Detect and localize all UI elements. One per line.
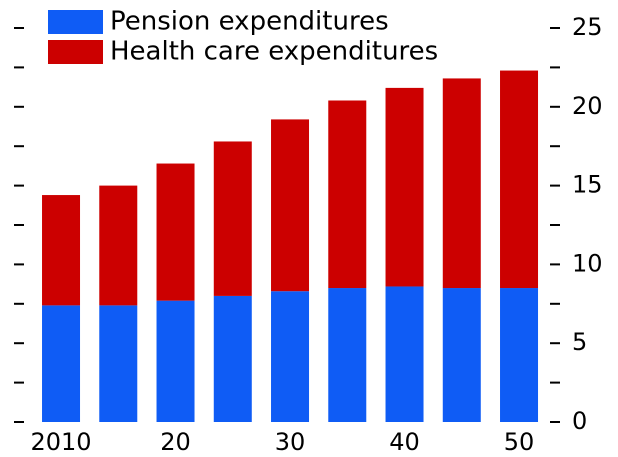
bar-segment: [328, 288, 367, 422]
bar-segment: [213, 295, 252, 422]
bar-segment: [156, 300, 195, 422]
y-tick-label: 10: [572, 249, 603, 277]
bar-segment: [442, 78, 481, 289]
bar-segment: [328, 100, 367, 289]
legend-swatch: [48, 10, 103, 34]
bar-segment: [42, 195, 81, 306]
bar-segment: [500, 288, 539, 422]
legend-label: Pension expenditures: [110, 7, 389, 37]
y-tick-label: 5: [572, 328, 587, 356]
bar-segment: [385, 286, 424, 422]
y-tick-label: 20: [572, 92, 603, 120]
bar-segment: [500, 70, 539, 289]
x-tick-label: 50: [504, 428, 535, 456]
bar-segment: [99, 185, 138, 306]
x-tick-label: 40: [389, 428, 420, 456]
bar-segment: [271, 119, 310, 292]
bar-segment: [213, 141, 252, 296]
y-tick-label: 0: [572, 407, 587, 435]
bar-segment: [99, 305, 138, 422]
bar-segment: [271, 291, 310, 422]
bar-segment: [42, 305, 81, 422]
bar-segment: [385, 87, 424, 287]
y-tick-label: 15: [572, 171, 603, 199]
bar-segment: [442, 288, 481, 422]
x-tick-label: 2010: [30, 428, 91, 456]
x-tick-label: 20: [160, 428, 191, 456]
bar-segment: [156, 163, 195, 301]
legend-label: Health care expenditures: [110, 37, 438, 67]
x-tick-label: 30: [275, 428, 306, 456]
legend-swatch: [48, 40, 103, 64]
y-tick-label: 25: [572, 13, 603, 41]
